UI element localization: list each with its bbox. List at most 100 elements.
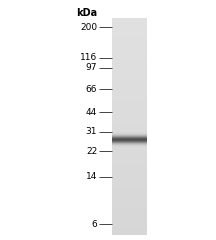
- Bar: [112, 121, 147, 122]
- Bar: [112, 163, 147, 164]
- Bar: [112, 35, 147, 36]
- Bar: [112, 80, 147, 81]
- Bar: [112, 59, 147, 60]
- Bar: [112, 128, 147, 129]
- Text: 97: 97: [86, 63, 97, 72]
- Bar: [112, 153, 147, 154]
- Bar: [112, 33, 147, 34]
- Bar: [112, 40, 147, 41]
- Bar: [112, 125, 147, 126]
- Text: 31: 31: [86, 127, 97, 137]
- Bar: [112, 126, 147, 127]
- Bar: [112, 167, 147, 168]
- Bar: [112, 152, 147, 153]
- Bar: [112, 100, 147, 101]
- Bar: [112, 162, 147, 163]
- Bar: [112, 27, 147, 28]
- Bar: [112, 191, 147, 192]
- Bar: [112, 182, 147, 183]
- Bar: [112, 96, 147, 97]
- Bar: [112, 85, 147, 86]
- Bar: [112, 230, 147, 231]
- Bar: [112, 86, 147, 87]
- Bar: [112, 187, 147, 188]
- Bar: [112, 91, 147, 92]
- Bar: [112, 130, 147, 131]
- Bar: [112, 18, 147, 19]
- Bar: [112, 30, 147, 31]
- Bar: [112, 166, 147, 167]
- Bar: [112, 200, 147, 201]
- Bar: [112, 88, 147, 89]
- Bar: [112, 23, 147, 24]
- Bar: [112, 62, 147, 63]
- Bar: [112, 176, 147, 177]
- Bar: [112, 89, 147, 90]
- Bar: [112, 172, 147, 173]
- Bar: [112, 171, 147, 172]
- Bar: [112, 37, 147, 38]
- Bar: [112, 226, 147, 227]
- Bar: [112, 117, 147, 118]
- Bar: [112, 206, 147, 207]
- Bar: [112, 234, 147, 235]
- Bar: [112, 31, 147, 32]
- Bar: [112, 210, 147, 211]
- Bar: [112, 218, 147, 219]
- Bar: [112, 156, 147, 157]
- Text: 66: 66: [86, 85, 97, 94]
- Bar: [112, 165, 147, 166]
- Text: 14: 14: [86, 172, 97, 181]
- Bar: [112, 142, 147, 143]
- Bar: [112, 124, 147, 125]
- Bar: [112, 82, 147, 83]
- Bar: [112, 123, 147, 124]
- Bar: [112, 204, 147, 205]
- Bar: [112, 151, 147, 152]
- Bar: [112, 60, 147, 61]
- Bar: [112, 222, 147, 223]
- Bar: [112, 98, 147, 99]
- Bar: [112, 25, 147, 26]
- Bar: [112, 190, 147, 191]
- Bar: [112, 147, 147, 148]
- Bar: [112, 32, 147, 33]
- Bar: [112, 192, 147, 193]
- Bar: [112, 20, 147, 21]
- Bar: [112, 157, 147, 158]
- Bar: [112, 90, 147, 91]
- Bar: [112, 22, 147, 23]
- Bar: [112, 225, 147, 226]
- Bar: [112, 71, 147, 72]
- Bar: [112, 57, 147, 58]
- Bar: [112, 119, 147, 120]
- Bar: [112, 177, 147, 178]
- Bar: [112, 83, 147, 84]
- Bar: [112, 169, 147, 170]
- Bar: [112, 122, 147, 123]
- Bar: [112, 75, 147, 76]
- Bar: [112, 110, 147, 111]
- Bar: [112, 56, 147, 57]
- Bar: [112, 209, 147, 210]
- Bar: [112, 64, 147, 65]
- Bar: [112, 145, 147, 146]
- Bar: [112, 159, 147, 160]
- Bar: [112, 95, 147, 96]
- Bar: [112, 186, 147, 187]
- Text: 200: 200: [80, 23, 97, 31]
- Bar: [112, 184, 147, 185]
- Bar: [112, 137, 147, 138]
- Bar: [112, 115, 147, 116]
- Bar: [112, 120, 147, 121]
- Bar: [112, 92, 147, 93]
- Bar: [112, 54, 147, 55]
- Bar: [112, 67, 147, 68]
- Bar: [112, 97, 147, 98]
- Bar: [112, 229, 147, 230]
- Bar: [112, 76, 147, 77]
- Bar: [112, 194, 147, 195]
- Bar: [112, 79, 147, 80]
- Bar: [112, 168, 147, 169]
- Bar: [112, 26, 147, 27]
